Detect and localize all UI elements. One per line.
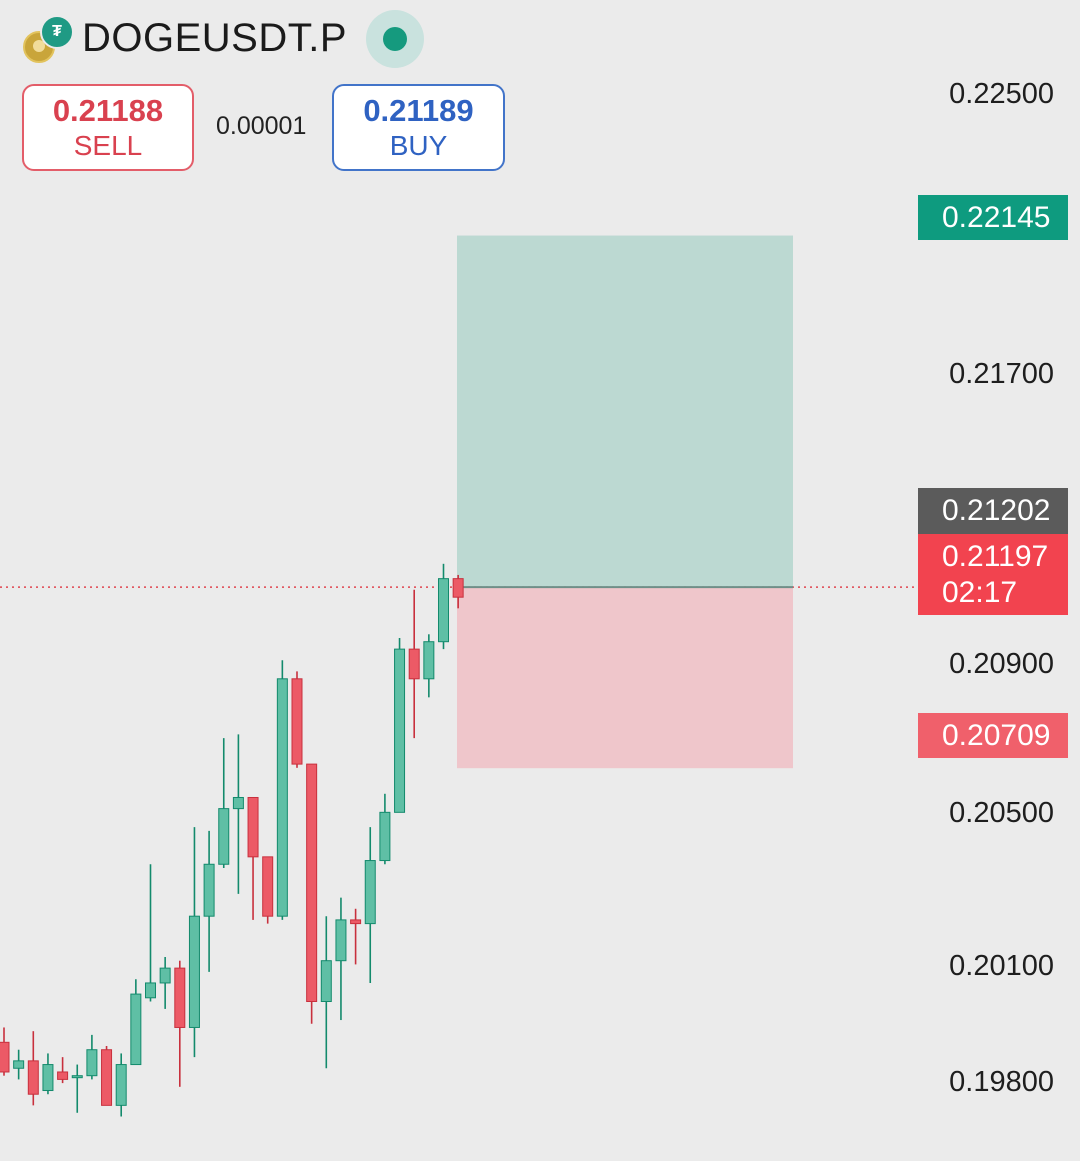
axis-label: 0.20500 bbox=[949, 797, 1054, 829]
candle-body bbox=[174, 967, 186, 1028]
candle-body bbox=[408, 648, 420, 680]
symbol-header[interactable]: ₮ DOGEUSDT.P bbox=[20, 10, 347, 66]
candle-body bbox=[364, 860, 376, 925]
candle[interactable] bbox=[379, 793, 391, 865]
candle-body bbox=[247, 796, 259, 858]
candle-body bbox=[438, 578, 449, 643]
candle-body bbox=[276, 678, 288, 917]
symbol-logo: ₮ bbox=[20, 11, 74, 65]
candle-body bbox=[335, 919, 347, 962]
candle-body bbox=[86, 1049, 98, 1077]
candle-body bbox=[379, 811, 391, 862]
current-price-value: 0.21197 bbox=[942, 540, 1049, 573]
candle-body bbox=[262, 856, 274, 917]
candle-body bbox=[452, 578, 464, 598]
candle-body bbox=[115, 1064, 127, 1106]
sell-price: 0.21188 bbox=[52, 92, 164, 128]
axis-label: 0.22500 bbox=[949, 78, 1054, 110]
candle-body bbox=[13, 1060, 25, 1069]
axis-label: 0.21700 bbox=[949, 358, 1054, 390]
candle[interactable] bbox=[57, 1057, 69, 1084]
current-price-tag: 0.21197 02:17 bbox=[918, 534, 1068, 615]
stop-loss-tag[interactable]: 0.20709 bbox=[918, 713, 1068, 758]
candle-body bbox=[423, 641, 435, 680]
candle-body bbox=[232, 796, 244, 810]
candle-body bbox=[394, 648, 406, 813]
candle[interactable] bbox=[13, 1049, 25, 1080]
candle[interactable] bbox=[438, 563, 449, 650]
candle[interactable] bbox=[159, 956, 171, 1009]
candle[interactable] bbox=[291, 671, 303, 768]
candle-body bbox=[291, 678, 303, 765]
candle[interactable] bbox=[174, 960, 186, 1087]
candle[interactable] bbox=[335, 897, 347, 1021]
candle[interactable] bbox=[42, 1053, 54, 1095]
candle[interactable] bbox=[86, 1034, 98, 1080]
buy-price: 0.21189 bbox=[363, 92, 474, 128]
candle[interactable] bbox=[203, 830, 215, 972]
candle[interactable] bbox=[130, 979, 142, 1066]
candle-body bbox=[71, 1075, 83, 1079]
spread-value: 0.00001 bbox=[216, 112, 307, 140]
buy-button[interactable]: 0.21189 BUY bbox=[332, 84, 505, 171]
candle-body bbox=[218, 808, 230, 865]
buy-label: BUY bbox=[389, 129, 448, 161]
candle-countdown: 02:17 bbox=[942, 576, 1018, 609]
candle[interactable] bbox=[408, 589, 420, 739]
candle[interactable] bbox=[218, 738, 230, 868]
candle-body bbox=[42, 1064, 54, 1092]
candle[interactable] bbox=[115, 1053, 127, 1117]
candle[interactable] bbox=[394, 637, 406, 813]
candle-body bbox=[130, 993, 142, 1066]
axis-label: 0.20900 bbox=[949, 648, 1054, 680]
take-profit-zone[interactable] bbox=[457, 235, 793, 588]
candle-body bbox=[203, 863, 215, 917]
candle[interactable] bbox=[188, 827, 200, 1058]
take-profit-tag[interactable]: 0.22145 bbox=[918, 195, 1068, 240]
candle[interactable] bbox=[145, 864, 156, 1002]
candle-body bbox=[57, 1071, 69, 1080]
candle[interactable] bbox=[232, 734, 244, 894]
candle[interactable] bbox=[320, 916, 332, 1069]
candle[interactable] bbox=[27, 1031, 39, 1106]
live-status-icon bbox=[366, 10, 424, 68]
candle[interactable] bbox=[350, 908, 362, 965]
candle[interactable] bbox=[101, 1046, 113, 1106]
candle-body bbox=[306, 763, 318, 1003]
axis-label: 0.19800 bbox=[949, 1066, 1054, 1098]
last-close-tag: 0.21202 bbox=[918, 488, 1068, 534]
sell-label: SELL bbox=[73, 129, 143, 161]
candle[interactable] bbox=[276, 660, 288, 920]
candle-body bbox=[101, 1049, 113, 1106]
candle[interactable] bbox=[71, 1064, 83, 1113]
candle[interactable] bbox=[452, 574, 464, 609]
candle-body bbox=[159, 967, 171, 984]
candle-body bbox=[0, 1041, 10, 1073]
candle-body bbox=[145, 982, 156, 999]
candle-body bbox=[350, 919, 362, 925]
candle[interactable] bbox=[306, 763, 318, 1024]
candle[interactable] bbox=[247, 796, 259, 920]
symbol-name: DOGEUSDT.P bbox=[82, 15, 348, 60]
candle-body bbox=[320, 960, 332, 1003]
candle-body bbox=[27, 1060, 39, 1095]
candle[interactable] bbox=[262, 856, 274, 924]
sell-button[interactable]: 0.21188 SELL bbox=[22, 84, 194, 171]
candle[interactable] bbox=[423, 634, 435, 698]
candle-body bbox=[188, 915, 200, 1028]
candle[interactable] bbox=[364, 827, 376, 983]
stop-loss-zone[interactable] bbox=[457, 587, 793, 769]
tether-icon: ₮ bbox=[40, 15, 74, 49]
candle[interactable] bbox=[0, 1027, 10, 1076]
axis-label: 0.20100 bbox=[949, 950, 1054, 982]
